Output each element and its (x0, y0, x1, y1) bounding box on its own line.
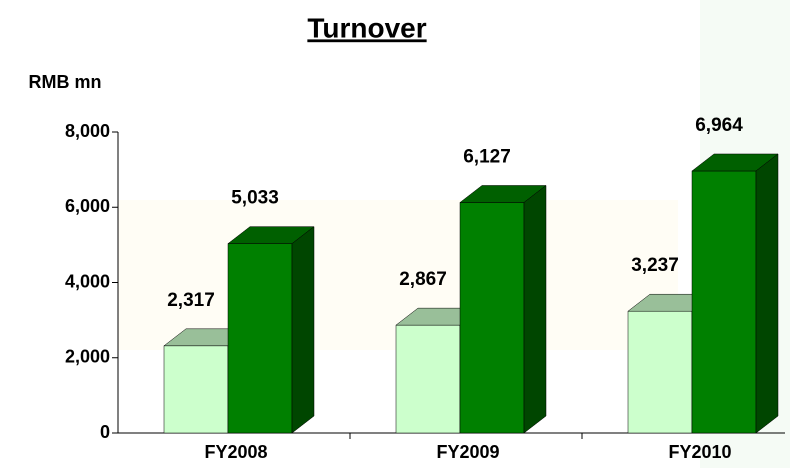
bar-side (291, 226, 315, 434)
x-tick-label: FY2008 (204, 442, 267, 462)
y-tick-label: 8,000 (65, 121, 110, 141)
value-label: 3,237 (631, 255, 679, 276)
y-tick-label: 4,000 (65, 271, 110, 291)
x-tick-label: FY2009 (436, 442, 499, 462)
bar (163, 345, 229, 434)
value-label: 6,127 (463, 146, 511, 167)
bar-side (523, 184, 547, 434)
bar (459, 202, 525, 434)
y-tick-label: 2,000 (65, 347, 110, 367)
x-tick-label: FY2010 (668, 442, 731, 462)
bar (691, 170, 757, 434)
bar (227, 243, 293, 434)
bar (395, 324, 461, 434)
bar-side (755, 153, 779, 434)
value-label: 5,033 (231, 188, 279, 209)
value-label: 6,964 (695, 115, 743, 136)
y-axis-label: RMB mn (29, 72, 102, 92)
value-label: 2,317 (167, 290, 215, 311)
y-tick-label: 0 (100, 422, 110, 442)
chart-title: Turnover (307, 12, 426, 43)
bar (627, 310, 693, 434)
value-label: 2,867 (399, 269, 447, 290)
y-tick-label: 6,000 (65, 196, 110, 216)
